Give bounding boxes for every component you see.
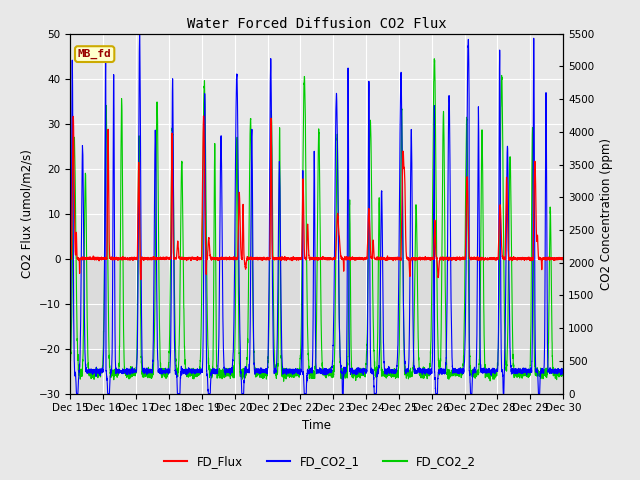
X-axis label: Time: Time xyxy=(302,419,332,432)
Bar xyxy=(70,259,563,394)
Y-axis label: CO2 Concentration (ppm): CO2 Concentration (ppm) xyxy=(600,138,613,289)
Y-axis label: CO2 Flux (umol/m2/s): CO2 Flux (umol/m2/s) xyxy=(20,149,33,278)
Legend: FD_Flux, FD_CO2_1, FD_CO2_2: FD_Flux, FD_CO2_1, FD_CO2_2 xyxy=(159,451,481,473)
Title: Water Forced Diffusion CO2 Flux: Water Forced Diffusion CO2 Flux xyxy=(187,17,447,31)
Text: MB_fd: MB_fd xyxy=(78,49,111,59)
